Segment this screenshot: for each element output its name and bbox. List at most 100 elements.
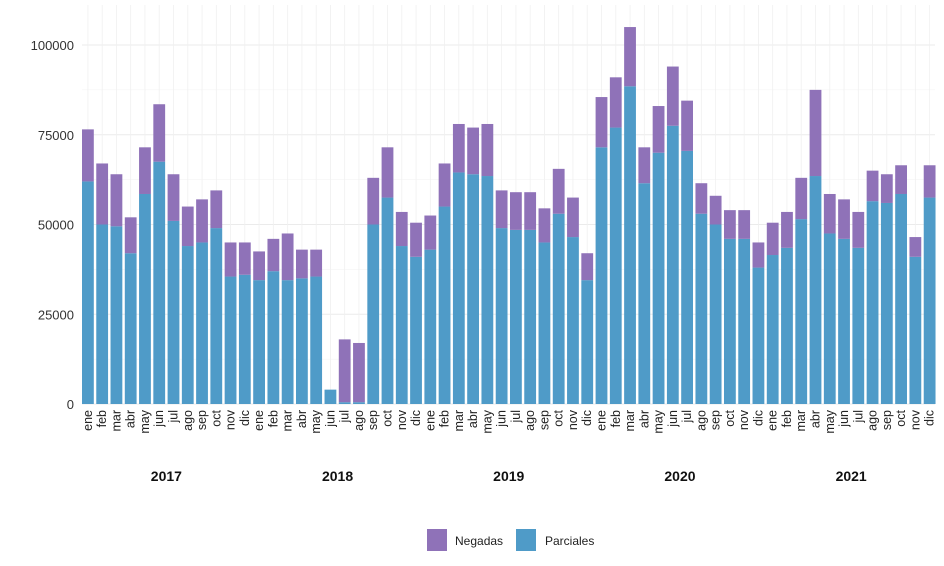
x-tick-label: may bbox=[480, 409, 494, 433]
bar-segment-parciales bbox=[238, 274, 251, 404]
bar-segment-negadas bbox=[538, 208, 551, 243]
bar-segment-parciales bbox=[709, 224, 722, 404]
bar-segment-parciales bbox=[395, 246, 408, 404]
bar-segment-parciales bbox=[110, 226, 123, 404]
x-tick-label: ago bbox=[523, 410, 537, 431]
x-tick-label: jun bbox=[837, 410, 851, 428]
x-tick-label: jul bbox=[166, 410, 180, 424]
bar-segment-parciales bbox=[895, 193, 907, 404]
bar-segment-parciales bbox=[82, 181, 94, 404]
bar-segment-parciales bbox=[609, 127, 622, 404]
x-tick-label: sep bbox=[880, 410, 894, 430]
x-tick-label: feb bbox=[609, 410, 623, 427]
bar-segment-parciales bbox=[224, 276, 237, 404]
x-tick-label: abr bbox=[466, 410, 480, 428]
bar-segment-parciales bbox=[295, 278, 308, 404]
x-tick-label: may bbox=[652, 409, 666, 433]
bar-segment-negadas bbox=[609, 77, 622, 128]
bar-segment-parciales bbox=[96, 224, 109, 404]
bar-segment-negadas bbox=[666, 66, 679, 126]
bar-segment-parciales bbox=[666, 125, 679, 405]
bar-segment-parciales bbox=[823, 233, 836, 404]
bar-segment-negadas bbox=[139, 147, 151, 194]
x-tick-label: oct bbox=[894, 409, 908, 426]
bar-segment-parciales bbox=[581, 280, 594, 404]
x-tick-label: jun bbox=[323, 410, 337, 428]
bar-segment-negadas bbox=[723, 210, 736, 239]
bar-segment-negadas bbox=[880, 174, 893, 203]
bar-segment-parciales bbox=[681, 150, 693, 404]
bar-segment-parciales bbox=[353, 402, 365, 404]
x-tick-label: nov bbox=[737, 409, 751, 430]
x-tick-label: may bbox=[823, 409, 837, 433]
legend: Negadas Parciales bbox=[427, 529, 594, 551]
x-tick-label: feb bbox=[266, 410, 280, 427]
bar-segment-negadas bbox=[367, 177, 380, 225]
x-tick-label: mar bbox=[794, 410, 808, 432]
bar-segment-parciales bbox=[923, 197, 936, 404]
bar-segment-parciales bbox=[181, 246, 194, 404]
y-axis: 0 25000 50000 75000 100000 bbox=[31, 38, 74, 412]
bar-segment-parciales bbox=[424, 249, 437, 404]
x-tick-label: mar bbox=[452, 410, 466, 432]
bar-segment-parciales bbox=[481, 176, 494, 404]
bar-segment-negadas bbox=[153, 104, 166, 162]
x-tick-label: abr bbox=[295, 410, 309, 428]
bar-segment-negadas bbox=[381, 147, 394, 198]
x-tick-label: ene bbox=[766, 410, 780, 431]
bar-segment-negadas bbox=[238, 242, 251, 275]
bar-segment-negadas bbox=[823, 193, 836, 234]
bar-segment-parciales bbox=[467, 174, 479, 404]
bar-segment-negadas bbox=[923, 165, 936, 198]
bar-segment-negadas bbox=[524, 192, 537, 230]
bar-segment-negadas bbox=[909, 237, 922, 257]
bar-segment-negadas bbox=[552, 168, 565, 214]
x-tick-label: dic bbox=[580, 410, 594, 426]
bar-segment-negadas bbox=[295, 249, 308, 279]
bar-segment-parciales bbox=[723, 238, 736, 404]
x-tick-label: sep bbox=[537, 410, 551, 430]
bar-segment-negadas bbox=[410, 222, 422, 257]
bar-segment-parciales bbox=[267, 271, 280, 404]
bar-segment-parciales bbox=[452, 172, 465, 404]
x-tick-label: mar bbox=[109, 410, 123, 432]
bar-segment-negadas bbox=[181, 206, 194, 247]
bar-segment-negadas bbox=[424, 215, 437, 250]
legend-swatch-parciales bbox=[516, 529, 536, 551]
x-tick-label: nov bbox=[566, 409, 580, 430]
y-tick-label: 100000 bbox=[31, 38, 74, 53]
x-tick-label: nov bbox=[224, 409, 238, 430]
bar-segment-negadas bbox=[695, 183, 708, 214]
bar-segment-parciales bbox=[253, 280, 265, 404]
x-tick-label: dic bbox=[751, 410, 765, 426]
bar-segment-negadas bbox=[866, 170, 879, 202]
bar-segment-parciales bbox=[124, 253, 137, 404]
bar-segment-parciales bbox=[809, 176, 822, 404]
bar-segment-parciales bbox=[595, 147, 608, 404]
y-tick-label: 75000 bbox=[38, 128, 74, 143]
bar-segment-negadas bbox=[738, 210, 751, 239]
x-tick-label: feb bbox=[95, 410, 109, 427]
x-tick-label: ago bbox=[866, 410, 880, 431]
bar-segment-negadas bbox=[267, 238, 280, 272]
x-tick-label: oct bbox=[723, 409, 737, 426]
bar-segment-parciales bbox=[524, 229, 537, 404]
bar-segment-negadas bbox=[281, 233, 294, 281]
bar-segment-parciales bbox=[509, 229, 522, 404]
year-label: 2019 bbox=[493, 468, 524, 484]
bar-segment-negadas bbox=[795, 177, 808, 220]
bar-segment-negadas bbox=[467, 127, 479, 175]
bar-segment-parciales bbox=[196, 242, 208, 404]
x-tick-label: nov bbox=[908, 409, 922, 430]
y-tick-label: 25000 bbox=[38, 307, 74, 322]
y-tick-label: 50000 bbox=[38, 218, 74, 233]
bar-segment-parciales bbox=[909, 256, 922, 404]
bar-segment-negadas bbox=[210, 190, 223, 229]
bar-segment-parciales bbox=[838, 238, 850, 404]
bar-segment-negadas bbox=[638, 147, 651, 184]
x-tick-label: jul bbox=[509, 410, 523, 424]
x-tick-label: ene bbox=[595, 410, 609, 431]
bar-segment-parciales bbox=[338, 402, 351, 404]
bar-segment-negadas bbox=[253, 251, 265, 281]
